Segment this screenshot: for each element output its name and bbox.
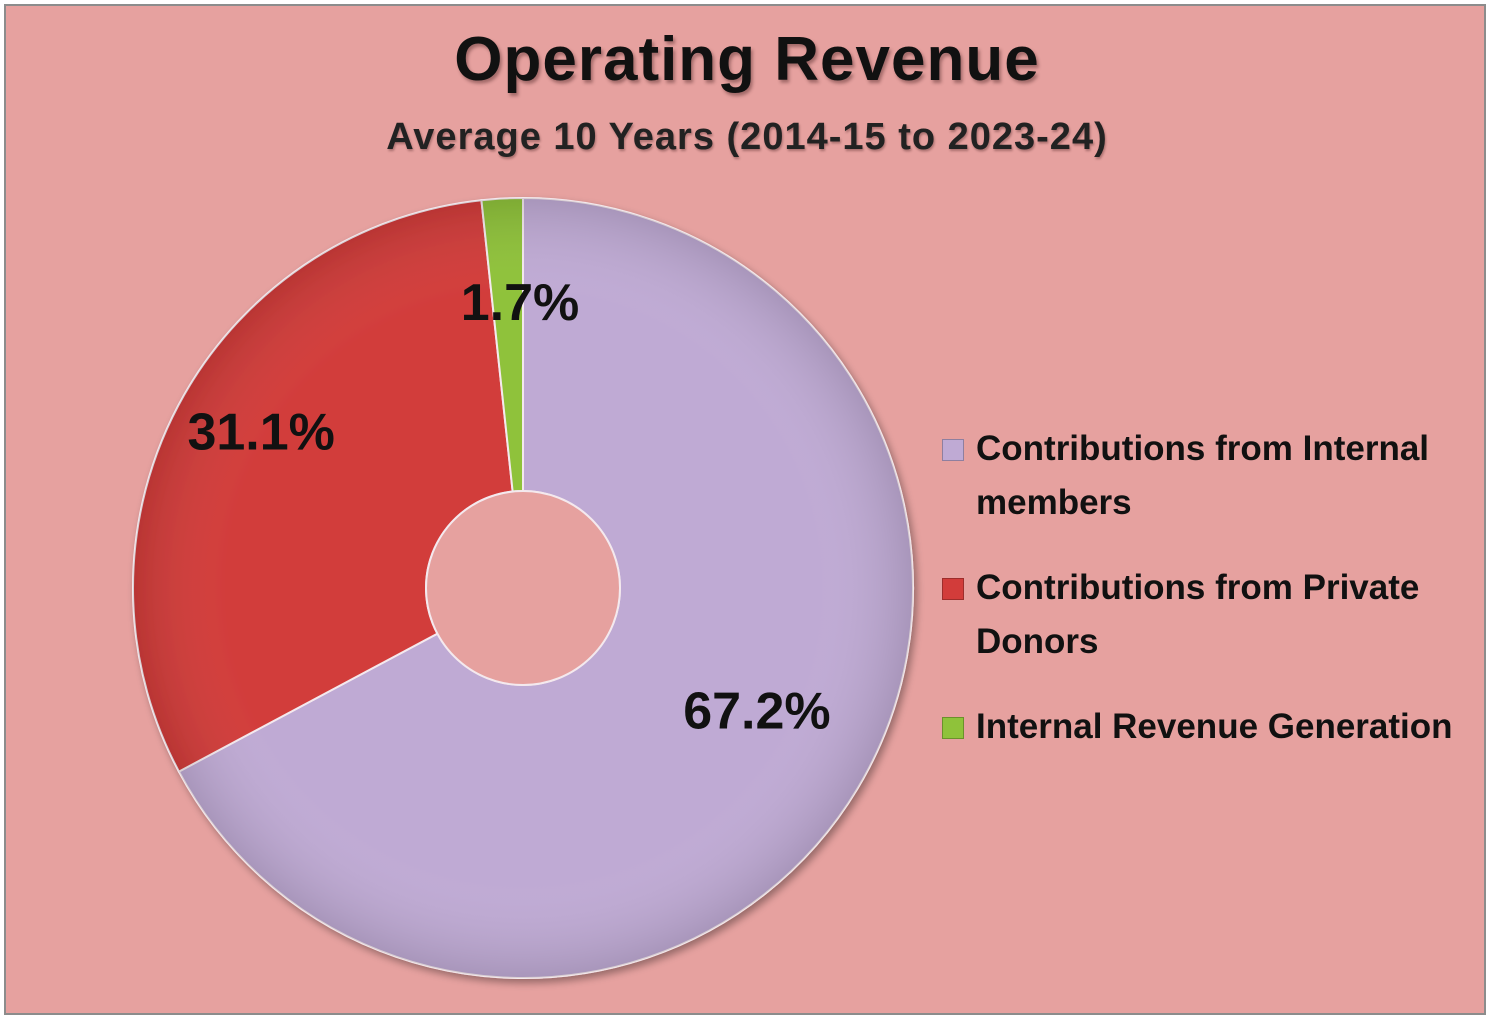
legend-item-internal-revenue: Internal Revenue Generation: [942, 700, 1487, 754]
chart-title: Operating Revenue: [454, 25, 1040, 94]
data-label-internal-members: 67.2%: [683, 682, 830, 740]
legend-swatch-internal-revenue: [942, 717, 964, 739]
legend-swatch-internal-members: [942, 439, 964, 461]
legend-label: Contributions from Internal members: [976, 429, 1430, 522]
data-label-private-donors: 31.1%: [187, 403, 334, 461]
legend: Contributions from Internal members Cont…: [942, 422, 1487, 785]
legend-item-internal-members: Contributions from Internal members: [942, 422, 1487, 530]
donut-hole: [425, 490, 621, 686]
legend-label: Contributions from Private Donors: [976, 568, 1420, 661]
legend-label: Internal Revenue Generation: [976, 707, 1453, 746]
data-label-internal-revenue: 1.7%: [461, 274, 580, 332]
legend-item-private-donors: Contributions from Private Donors: [942, 561, 1487, 669]
chart-subtitle: Average 10 Years (2014-15 to 2023-24): [386, 116, 1108, 158]
legend-swatch-private-donors: [942, 578, 964, 600]
